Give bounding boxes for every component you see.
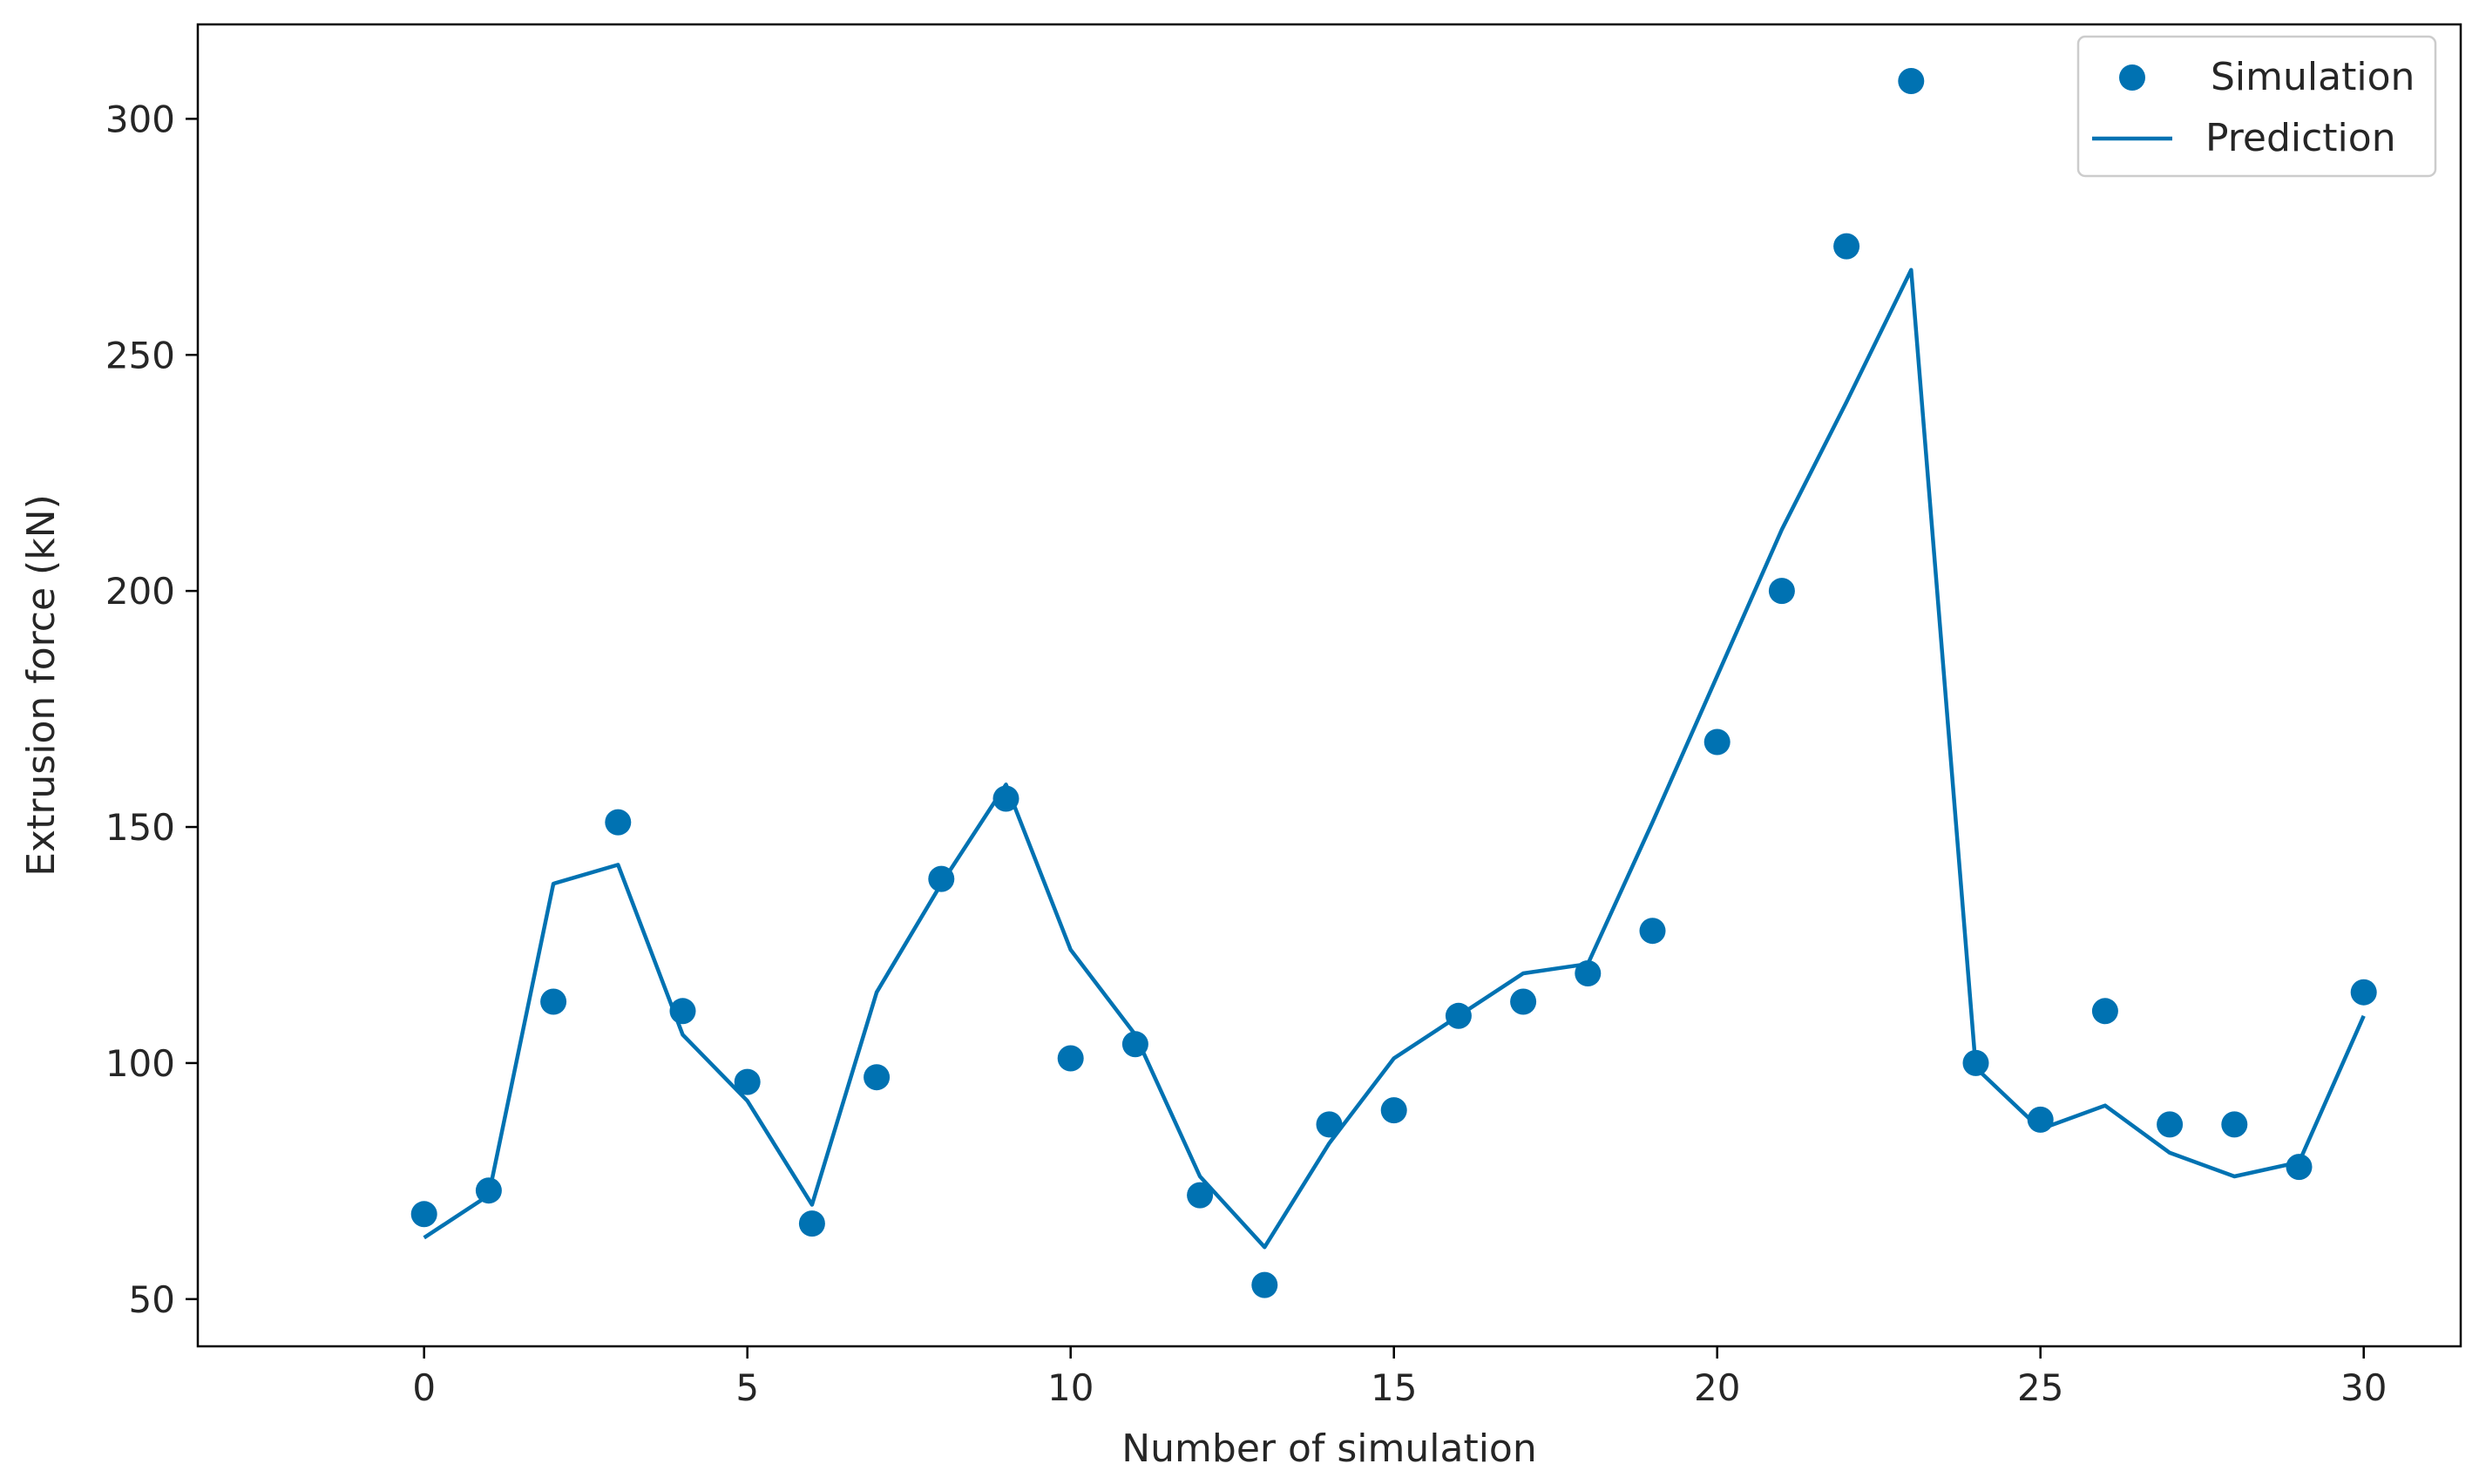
simulation-point — [540, 988, 567, 1015]
y-tick-label: 50 — [129, 1278, 175, 1321]
axes: 0 5 10 15 20 25 30 50 100 150 200 250 300 Number of s… — [19, 23, 2462, 1471]
simulation-point — [1187, 1182, 1214, 1209]
simulation-point — [1768, 578, 1795, 605]
simulation-point — [475, 1177, 502, 1204]
x-tick-label: 20 — [1694, 1366, 1740, 1409]
legend-simulation-label: Simulation — [2211, 55, 2415, 99]
simulation-point — [2027, 1106, 2054, 1133]
legend-simulation-marker — [2119, 64, 2145, 91]
simulation-point — [1445, 1002, 1472, 1029]
x-tick-label: 10 — [1047, 1366, 1094, 1409]
simulation-point — [734, 1068, 761, 1095]
y-axis-title: Extrusion force (kN) — [19, 494, 64, 877]
y-tick-label: 300 — [105, 98, 175, 140]
simulation-point — [1703, 728, 1731, 756]
simulation-point — [928, 865, 955, 892]
simulation-point — [2091, 998, 2118, 1025]
simulation-point — [1639, 918, 1666, 945]
simulation-point — [2350, 979, 2377, 1006]
legend-prediction-label: Prediction — [2205, 116, 2396, 160]
simulation-point — [992, 785, 1019, 812]
simulation-point — [1251, 1271, 1278, 1298]
x-tick-label: 25 — [2017, 1366, 2063, 1409]
simulation-point — [1962, 1049, 1989, 1076]
simulation-point — [1510, 988, 1537, 1015]
simulation-point — [2286, 1154, 2313, 1181]
simulation-point — [798, 1210, 825, 1237]
x-axis-title: Number of simulation — [1121, 1426, 1537, 1471]
simulation-point — [1121, 1031, 1148, 1058]
simulation-point — [1898, 68, 1925, 94]
simulation-point — [1575, 960, 1602, 986]
simulation-point — [1833, 233, 1860, 260]
simulation-point — [2221, 1111, 2248, 1138]
x-tick-label: 0 — [412, 1366, 436, 1409]
y-tick-label: 250 — [105, 334, 175, 376]
simulation-point — [605, 809, 632, 836]
simulation-point — [864, 1064, 891, 1091]
y-tick-label: 150 — [105, 806, 175, 849]
y-tick-label: 200 — [105, 570, 175, 613]
simulation-point — [669, 998, 696, 1025]
simulation-point — [1380, 1097, 1407, 1124]
y-tick-label: 100 — [105, 1042, 175, 1085]
simulation-point — [1057, 1045, 1084, 1072]
simulation-point — [1316, 1111, 1343, 1138]
plot-content — [410, 68, 2377, 1298]
x-tick-label: 5 — [735, 1366, 759, 1409]
simulation-point — [410, 1201, 437, 1228]
legend-box — [2076, 35, 2437, 178]
legend: Simulation Prediction — [2076, 35, 2437, 178]
simulation-point — [2157, 1111, 2184, 1138]
axes-frame — [196, 23, 2462, 1348]
x-tick-label: 30 — [2340, 1366, 2387, 1409]
x-tick-label: 15 — [1371, 1366, 1417, 1409]
